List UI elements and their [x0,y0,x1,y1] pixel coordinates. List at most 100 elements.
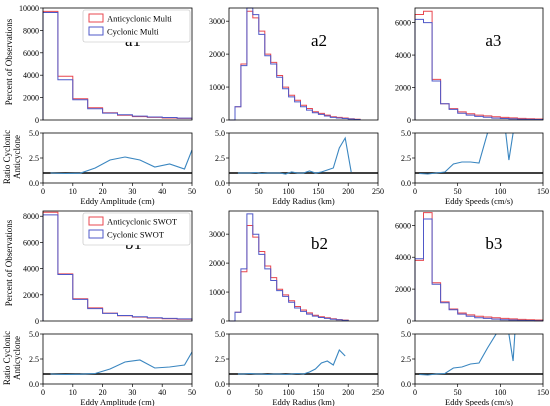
histogram-panel-a2: 0 1000 2000 3000 a2 [209,7,379,125]
xtick-label: 0 [227,388,231,397]
ytick-label: 5.0 [215,330,225,339]
ytick-label: 4000 [23,265,39,274]
ytick-label: 2000 [23,94,39,103]
legend-swatch-anticyclonic [88,13,104,23]
ytick-label: 5.0 [401,330,411,339]
x-axis-label: Eddy Radius (km) [272,397,334,406]
ratio-panel-b3-ratio: 0.0 2.5 5.0 0 50 100 150 Eddy Speeds (cm/s) [401,330,549,406]
legend-swatch-anticyclonic [88,216,104,226]
ytick-label: 2000 [209,259,225,268]
xtick-label: 50 [255,388,263,397]
ratio-frame [228,333,379,385]
ytick-label: 2.5 [401,154,411,163]
ratio-frame [228,132,379,184]
ratio-line [237,136,352,175]
xtick-label: 0 [413,388,417,397]
xtick-label: 40 [158,388,166,397]
ytick-label: 5.0 [401,129,411,138]
ytick-label: 0 [221,317,225,326]
ytick-label: 0.0 [29,380,39,389]
x-axis-label: Eddy Radius (km) [272,196,334,206]
xtick-label: 50 [188,388,196,397]
legend-label: Cyclonic Multi [107,27,159,37]
ytick-label: 0 [35,116,39,125]
x-axis-label: Eddy Speeds (cm/s) [445,397,513,406]
xtick-label: 30 [128,187,136,196]
histogram-series-cyclonic [42,214,193,321]
ytick-label: 4000 [23,71,39,80]
histogram-frame [42,210,193,322]
panel-label: a2 [311,31,327,50]
xtick-label: 100 [283,187,295,196]
ratio-panel-a2-ratio: 0.0 2.5 5.0 0 50 100 150 200 250 Eddy Radius (km) [215,129,384,206]
histogram-panel-a1: 0200040006000800010000a1Anticyclonic Mul… [19,4,193,125]
ylabel-ratio-bottom-1: Ratio Cyclonic [2,331,12,385]
ytick-label: 0 [221,116,225,125]
x-axis-label: Eddy Amplitude (cm) [80,196,154,206]
xtick-label: 0 [41,388,45,397]
ratio-frame [414,333,544,385]
legend: Anticyclonic SWOT Cyclonic SWOT [82,212,191,246]
ylabel-ratio-top-2: Anticyclone [12,135,22,179]
legend-label: Cyclonic SWOT [107,230,165,240]
ytick-label: 5.0 [29,129,39,138]
ytick-label: 1000 [209,83,225,92]
histogram-series-cyclonic [229,7,361,121]
ytick-label: 2.5 [215,154,225,163]
ytick-label: 0 [35,317,39,326]
ytick-label: 6000 [395,221,411,230]
histogram-series-anticyclonic [229,10,361,121]
histogram-series-cyclonic [414,18,544,120]
xtick-label: 10 [69,187,77,196]
ratio-panel-b2-ratio: 0.0 2.5 5.0 0 50 100 150 200 250 Eddy Radius (km) [215,330,384,406]
histogram-series-anticyclonic [414,212,544,321]
legend-label: Anticyclonic SWOT [107,217,178,227]
ytick-label: 3000 [209,17,225,26]
histogram-series-cyclonic [229,213,349,322]
ytick-label: 0.0 [401,179,411,188]
xtick-label: 20 [99,187,107,196]
ytick-label: 2.5 [29,154,39,163]
xtick-label: 0 [413,187,417,196]
x-axis-label: Eddy Amplitude (cm) [80,397,154,406]
ytick-label: 2.5 [215,355,225,364]
xtick-label: 150 [312,187,324,196]
ytick-label: 0 [407,116,411,125]
histogram-panel-b1: 02000400060008000b1Anticyclonic SWOTCycl… [23,210,193,326]
xtick-label: 100 [494,187,506,196]
histogram-series-anticyclonic [414,10,544,120]
ytick-label: 6000 [23,49,39,58]
xtick-label: 150 [312,388,324,397]
legend-box [82,9,191,43]
ratio-line [419,334,516,376]
xtick-label: 30 [128,388,136,397]
xtick-label: 40 [158,187,166,196]
legend-label: Anticyclonic Multi [107,14,173,24]
ratio-frame [414,132,544,184]
legend: Anticyclonic Multi Cyclonic Multi [82,9,191,43]
ylabel-percent-top: Percent of Observations [4,18,14,105]
ytick-label: 2.5 [29,355,39,364]
xtick-label: 150 [537,388,549,397]
ytick-label: 8000 [23,26,39,35]
ytick-label: 0.0 [215,380,225,389]
ytick-label: 5.0 [29,330,39,339]
histogram-frame [414,7,544,121]
plots-layer: 0200040006000800010000a1Anticyclonic Mul… [19,4,549,406]
ratio-line [419,133,514,175]
ratio-panel-b1-ratio: 0.0 2.5 5.0 0 10 20 30 40 50 Eddy Amplitude (cm) [29,330,196,406]
xtick-label: 50 [188,187,196,196]
ytick-label: 8000 [23,212,39,221]
row-labels: Percent of Observations Ratio Cyclonic A… [2,18,22,385]
ratio-line [50,149,192,175]
ytick-label: 1000 [209,288,225,297]
ytick-label: 2000 [209,50,225,59]
histogram-panel-a3: 0 2000 4000 6000 a3 [395,7,544,125]
xtick-label: 100 [494,388,506,397]
ytick-label: 4000 [395,253,411,262]
histogram-series-cyclonic [42,12,193,120]
xtick-label: 200 [342,187,354,196]
ytick-label: 5.0 [215,129,225,138]
xtick-label: 0 [227,187,231,196]
ratio-frame [42,333,193,385]
